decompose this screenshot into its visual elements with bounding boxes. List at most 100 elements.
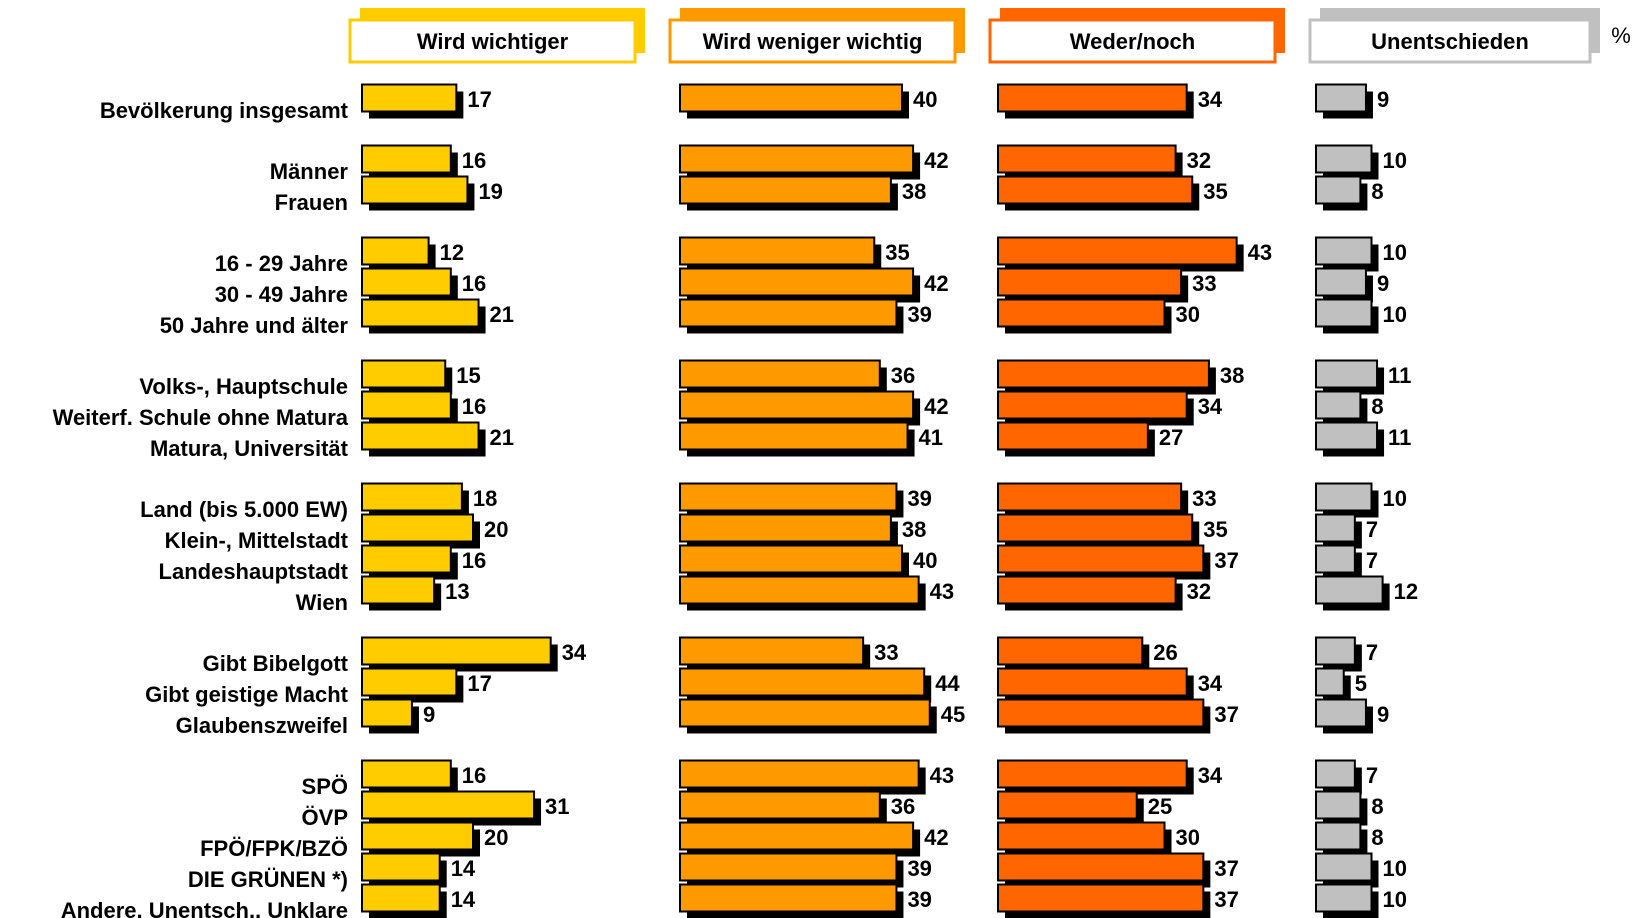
value-label-weder-noch-land-bis-5-000-ew: 33 xyxy=(1192,486,1216,511)
value-label-weder-noch-matura-universit-t: 27 xyxy=(1159,425,1183,450)
value-label-wird-wichtiger-matura-universit-t: 21 xyxy=(490,425,514,450)
bar-weder-noch-andere-unentsch-unklare xyxy=(997,883,1205,913)
value-label-weder-noch-bev-lkerung-insgesamt: 34 xyxy=(1198,87,1223,112)
bar-wird-wichtiger-30-49-jahre xyxy=(361,267,452,297)
value-label-wird-wichtiger-glaubenszweifel: 9 xyxy=(423,702,435,727)
category-label-30-49-jahre: 30 - 49 Jahre xyxy=(215,282,348,307)
bar-unentschieden-die-gr-nen xyxy=(1315,852,1373,882)
value-label-unentschieden-frauen: 8 xyxy=(1371,179,1383,204)
bar-wird-weniger-wichtig-16-29-jahre xyxy=(679,236,876,266)
value-label-weder-noch-gibt-geistige-macht: 34 xyxy=(1198,671,1223,696)
value-label-weder-noch-fp-fpk-bz: 30 xyxy=(1176,825,1200,850)
value-label-wird-weniger-wichtig-bev-lkerung-insgesamt: 40 xyxy=(913,87,937,112)
value-label-unentschieden-volks-hauptschule: 11 xyxy=(1388,363,1411,388)
value-label-unentschieden-vp: 8 xyxy=(1371,794,1383,819)
value-label-wird-weniger-wichtig-m-nner: 42 xyxy=(924,148,948,173)
bar-wird-weniger-wichtig-wien xyxy=(679,575,920,605)
value-label-unentschieden-50-jahre-und-lter: 10 xyxy=(1383,302,1407,327)
bar-weder-noch-30-49-jahre xyxy=(997,267,1183,297)
value-label-weder-noch-30-49-jahre: 33 xyxy=(1192,271,1216,296)
bar-wird-weniger-wichtig-gibt-bibelgott xyxy=(679,636,865,666)
bar-unentschieden-andere-unentsch-unklare xyxy=(1315,883,1373,913)
category-label-vp: ÖVP xyxy=(302,805,348,830)
bar-wird-weniger-wichtig-glaubenszweifel xyxy=(679,698,931,728)
value-label-wird-wichtiger-16-29-jahre: 12 xyxy=(440,240,464,265)
bar-wird-wichtiger-klein-mittelstadt xyxy=(361,513,474,543)
bar-unentschieden-bev-lkerung-insgesamt xyxy=(1315,83,1367,113)
value-label-unentschieden-glaubenszweifel: 9 xyxy=(1377,702,1389,727)
bar-weder-noch-50-jahre-und-lter xyxy=(997,298,1166,328)
category-label-glaubenszweifel: Glaubenszweifel xyxy=(176,713,348,738)
bar-wird-wichtiger-wien xyxy=(361,575,436,605)
bar-weder-noch-gibt-geistige-macht xyxy=(997,667,1188,697)
bar-weder-noch-vp xyxy=(997,790,1138,820)
value-label-wird-wichtiger-weiterf-schule-ohne-matura: 16 xyxy=(462,394,486,419)
value-label-weder-noch-sp: 34 xyxy=(1198,763,1223,788)
value-label-wird-wichtiger-m-nner: 16 xyxy=(462,148,486,173)
value-label-wird-weniger-wichtig-glaubenszweifel: 45 xyxy=(941,702,965,727)
legend-unentschieden: Unentschieden xyxy=(1308,8,1600,64)
bar-wird-wichtiger-m-nner xyxy=(361,144,452,174)
value-label-weder-noch-50-jahre-und-lter: 30 xyxy=(1176,302,1200,327)
value-label-wird-weniger-wichtig-vp: 36 xyxy=(891,794,915,819)
value-label-wird-wichtiger-andere-unentsch-unklare: 14 xyxy=(451,887,476,912)
category-label-landeshauptstadt: Landeshauptstadt xyxy=(159,559,349,584)
value-label-wird-weniger-wichtig-30-49-jahre: 42 xyxy=(924,271,948,296)
category-label-m-nner: Männer xyxy=(270,159,349,184)
bar-unentschieden-gibt-geistige-macht xyxy=(1315,667,1345,697)
legend-weder-noch-box xyxy=(988,18,1277,64)
bar-unentschieden-m-nner xyxy=(1315,144,1373,174)
legend-wird-wichtiger: Wird wichtiger xyxy=(348,8,645,64)
bar-weder-noch-gibt-bibelgott xyxy=(997,636,1144,666)
value-label-wird-wichtiger-50-jahre-und-lter: 21 xyxy=(490,302,514,327)
bar-wird-wichtiger-land-bis-5-000-ew xyxy=(361,482,463,512)
bar-unentschieden-klein-mittelstadt xyxy=(1315,513,1356,543)
value-label-wird-weniger-wichtig-sp: 43 xyxy=(930,763,954,788)
legend-wird-weniger-wichtig-box xyxy=(668,18,957,64)
bar-wird-wichtiger-16-29-jahre xyxy=(361,236,430,266)
bar-weder-noch-landeshauptstadt xyxy=(997,544,1205,574)
value-label-wird-weniger-wichtig-16-29-jahre: 35 xyxy=(885,240,909,265)
category-label-bev-lkerung-insgesamt: Bevölkerung insgesamt xyxy=(100,98,349,123)
value-label-unentschieden-klein-mittelstadt: 7 xyxy=(1366,517,1378,542)
bar-weder-noch-weiterf-schule-ohne-matura xyxy=(997,390,1188,420)
legend-unentschieden-box xyxy=(1308,18,1592,64)
value-label-wird-weniger-wichtig-klein-mittelstadt: 38 xyxy=(902,517,926,542)
bar-weder-noch-fp-fpk-bz xyxy=(997,821,1166,851)
bar-wird-weniger-wichtig-sp xyxy=(679,759,920,789)
bar-unentschieden-matura-universit-t xyxy=(1315,421,1379,451)
value-label-unentschieden-sp: 7 xyxy=(1366,763,1378,788)
value-label-unentschieden-weiterf-schule-ohne-matura: 8 xyxy=(1371,394,1383,419)
category-label-klein-mittelstadt: Klein-, Mittelstadt xyxy=(165,528,349,553)
bar-unentschieden-50-jahre-und-lter xyxy=(1315,298,1373,328)
category-label-16-29-jahre: 16 - 29 Jahre xyxy=(215,251,348,276)
value-label-unentschieden-wien: 12 xyxy=(1394,579,1418,604)
bar-wird-wichtiger-gibt-bibelgott xyxy=(361,636,552,666)
value-label-weder-noch-weiterf-schule-ohne-matura: 34 xyxy=(1198,394,1223,419)
value-label-wird-wichtiger-die-gr-nen: 14 xyxy=(451,856,476,881)
category-label-frauen: Frauen xyxy=(275,190,348,215)
value-label-unentschieden-die-gr-nen: 10 xyxy=(1383,856,1407,881)
bar-wird-weniger-wichtig-klein-mittelstadt xyxy=(679,513,892,543)
value-label-unentschieden-fp-fpk-bz: 8 xyxy=(1371,825,1383,850)
bar-wird-weniger-wichtig-landeshauptstadt xyxy=(679,544,903,574)
bar-unentschieden-volks-hauptschule xyxy=(1315,359,1379,389)
bar-wird-weniger-wichtig-bev-lkerung-insgesamt xyxy=(679,83,903,113)
bar-wird-weniger-wichtig-land-bis-5-000-ew xyxy=(679,482,898,512)
category-label-land-bis-5-000-ew: Land (bis 5.000 EW) xyxy=(140,497,348,522)
category-label-sp: SPÖ xyxy=(302,774,348,799)
value-label-wird-wichtiger-sp: 16 xyxy=(462,763,486,788)
legend-wird-wichtiger-box xyxy=(348,18,637,64)
bar-wird-wichtiger-sp xyxy=(361,759,452,789)
category-label-die-gr-nen: DIE GRÜNEN *) xyxy=(188,867,348,892)
bar-wird-weniger-wichtig-m-nner xyxy=(679,144,915,174)
value-label-unentschieden-30-49-jahre: 9 xyxy=(1377,271,1389,296)
value-label-unentschieden-16-29-jahre: 10 xyxy=(1383,240,1407,265)
value-label-wird-weniger-wichtig-matura-universit-t: 41 xyxy=(919,425,943,450)
bar-unentschieden-30-49-jahre xyxy=(1315,267,1367,297)
value-label-wird-weniger-wichtig-fp-fpk-bz: 42 xyxy=(924,825,948,850)
legend-weder-noch: Weder/noch xyxy=(988,8,1285,64)
value-label-weder-noch-die-gr-nen: 37 xyxy=(1214,856,1238,881)
bar-unentschieden-fp-fpk-bz xyxy=(1315,821,1362,851)
